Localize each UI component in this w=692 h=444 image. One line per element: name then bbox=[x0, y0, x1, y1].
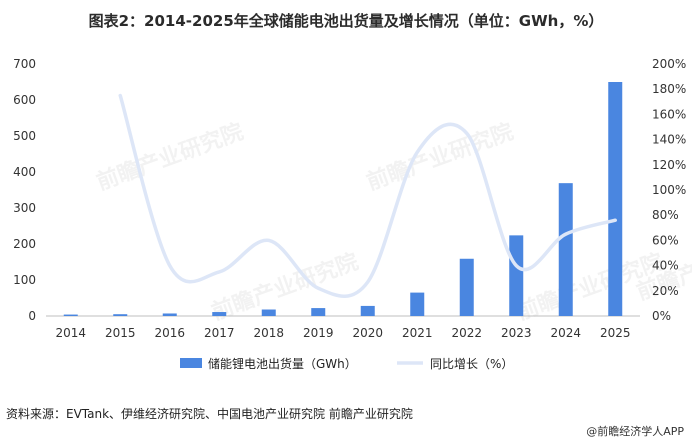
x-tick-label: 2024 bbox=[550, 326, 581, 340]
x-tick-label: 2014 bbox=[55, 326, 86, 340]
y-left-tick-label: 300 bbox=[13, 201, 36, 215]
y-left-tick-label: 600 bbox=[13, 93, 36, 107]
legend-bar-swatch bbox=[180, 358, 202, 368]
bar-2015 bbox=[113, 314, 128, 316]
y-left-tick-label: 0 bbox=[28, 309, 36, 323]
bar-2019 bbox=[311, 308, 326, 316]
x-axis-ticks: 2014 2015 2016 2017 2018 2019 2020 2021 2022 2023… bbox=[55, 326, 630, 340]
x-tick-label: 2023 bbox=[501, 326, 532, 340]
y-left-tick-label: 500 bbox=[13, 129, 36, 143]
y-right-tick-label: 40% bbox=[652, 259, 679, 273]
legend-bar-label: 储能锂电池出货量（GWh） bbox=[208, 356, 357, 371]
bar-2018 bbox=[261, 309, 276, 316]
y-right-tick-label: 160% bbox=[652, 107, 686, 121]
x-tick-label: 2025 bbox=[600, 326, 631, 340]
bar-2025 bbox=[608, 82, 623, 316]
y-right-tick-label: 140% bbox=[652, 133, 686, 147]
x-tick-label: 2019 bbox=[303, 326, 334, 340]
x-tick-label: 2015 bbox=[105, 326, 136, 340]
bar-2022 bbox=[459, 258, 474, 316]
chart-title: 图表2：2014-2025年全球储能电池出货量及增长情况（单位：GWh，%） bbox=[88, 12, 604, 30]
y-right-tick-label: 20% bbox=[652, 284, 679, 298]
y-axis-right: 0% 20% 40% 60% 80% 100% 120% 140% 160% 180% 200% bbox=[652, 57, 686, 323]
bar-2016 bbox=[162, 313, 177, 316]
y-right-tick-label: 80% bbox=[652, 208, 679, 222]
watermark-1: 前瞻产业研究院 bbox=[208, 249, 362, 326]
y-left-tick-label: 200 bbox=[13, 237, 36, 251]
line-series bbox=[118, 93, 617, 298]
bar-2023 bbox=[509, 235, 524, 316]
legend-line-label: 同比增长（%） bbox=[430, 357, 513, 371]
x-tick-label: 2017 bbox=[204, 326, 235, 340]
x-tick-label: 2022 bbox=[451, 326, 482, 340]
y-left-tick-label: 100 bbox=[13, 273, 36, 287]
x-tick-label: 2016 bbox=[154, 326, 185, 340]
legend: 储能锂电池出货量（GWh） 同比增长（%） bbox=[180, 356, 513, 371]
source-note: 资料来源：EVTank、伊维经济研究院、中国电池产业研究院 前瞻产业研究院 bbox=[6, 407, 413, 421]
bar-2021 bbox=[410, 292, 425, 316]
watermark-0: 前瞻产业研究院 bbox=[93, 119, 247, 196]
y-right-tick-label: 200% bbox=[652, 57, 686, 71]
y-right-tick-label: 120% bbox=[652, 158, 686, 172]
x-tick-label: 2020 bbox=[352, 326, 383, 340]
y-axis-left: 0 100 200 300 400 500 600 700 bbox=[13, 57, 36, 323]
watermark-2: 前瞻产业研究院 bbox=[363, 119, 517, 196]
y-right-tick-label: 0% bbox=[652, 309, 671, 323]
bar-2014 bbox=[63, 314, 78, 316]
x-tick-label: 2021 bbox=[402, 326, 433, 340]
y-right-tick-label: 100% bbox=[652, 183, 686, 197]
x-tick-label: 2018 bbox=[253, 326, 284, 340]
bar-2024 bbox=[558, 183, 573, 316]
bar-series bbox=[63, 82, 623, 316]
y-left-tick-label: 400 bbox=[13, 165, 36, 179]
bar-2017 bbox=[212, 312, 227, 316]
bar-2020 bbox=[360, 305, 375, 316]
y-right-tick-label: 180% bbox=[652, 82, 686, 96]
y-right-tick-label: 60% bbox=[652, 233, 679, 247]
brand-label: @前瞻经济学人APP bbox=[586, 425, 684, 438]
growth-line bbox=[118, 93, 617, 298]
y-left-tick-label: 700 bbox=[13, 57, 36, 71]
